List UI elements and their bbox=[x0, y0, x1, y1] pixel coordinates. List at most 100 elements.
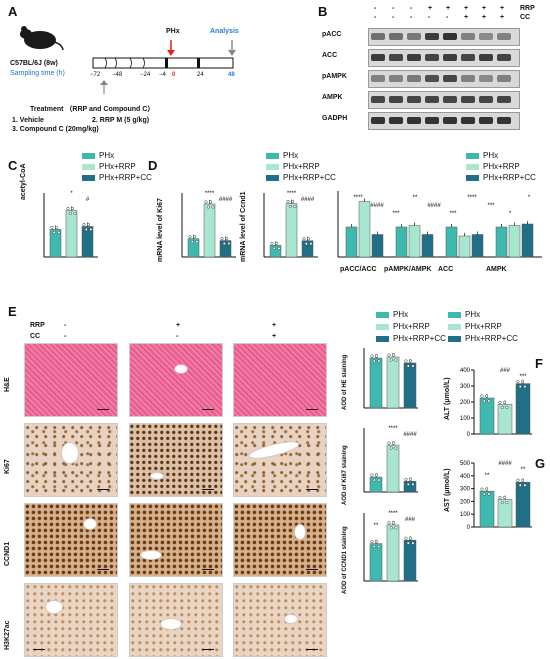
e-rrp-label: RRP bbox=[30, 322, 45, 329]
data-point bbox=[375, 354, 379, 358]
e-cc-label: CC bbox=[30, 333, 41, 340]
bar bbox=[408, 225, 421, 258]
scale-bar bbox=[33, 648, 45, 650]
legend-phx: PHx bbox=[99, 151, 115, 160]
data-point bbox=[516, 478, 520, 482]
data-point bbox=[518, 483, 522, 487]
blot-band bbox=[461, 96, 475, 103]
scale-bar bbox=[97, 568, 109, 570]
data-point bbox=[309, 242, 313, 246]
chart-ccnd1-mrna: **** #### bbox=[263, 191, 318, 258]
blot-band-label: ACC bbox=[322, 52, 338, 59]
legend-fg: PHx PHx+RRP PHx+RRP+CC bbox=[448, 309, 518, 345]
data-point bbox=[190, 240, 194, 244]
panel-a-label: A bbox=[8, 4, 18, 19]
data-point bbox=[84, 227, 88, 232]
tick: 48 bbox=[228, 72, 235, 78]
row-label-he: H&E bbox=[4, 377, 11, 392]
data-point bbox=[206, 205, 210, 209]
significance-mark: * bbox=[509, 211, 512, 217]
data-point bbox=[293, 204, 297, 209]
data-point bbox=[406, 541, 410, 545]
data-point bbox=[480, 394, 484, 398]
significance-mark: ** bbox=[374, 523, 379, 529]
data-point bbox=[193, 235, 197, 239]
data-point bbox=[387, 521, 391, 525]
y-tick-label: 200 bbox=[460, 499, 471, 505]
treatment-label: Treatment （RRP and Compound C） bbox=[30, 106, 155, 113]
blot-band bbox=[371, 54, 385, 61]
data-point bbox=[220, 236, 224, 241]
sampling-time-label: Sampling time (h) bbox=[10, 70, 65, 77]
mouse-icon bbox=[20, 26, 64, 51]
data-point bbox=[394, 526, 398, 530]
data-point bbox=[55, 225, 59, 229]
bar bbox=[458, 235, 471, 258]
bar bbox=[497, 404, 513, 435]
data-point bbox=[411, 364, 415, 368]
significance-mark: **** bbox=[205, 191, 215, 197]
blot-band bbox=[407, 75, 421, 82]
data-point bbox=[480, 487, 484, 491]
treatment-arrow bbox=[100, 80, 108, 94]
phx-label: PHx bbox=[166, 28, 180, 35]
legend-rrp-cc: PHx+RRP+CC bbox=[465, 334, 518, 343]
chart-ki67-mrna: **** #### bbox=[181, 191, 236, 258]
significance-mark: **** bbox=[388, 426, 398, 432]
panel-g-label: G bbox=[535, 456, 546, 471]
data-point bbox=[372, 545, 376, 549]
blot-cc-sign: + bbox=[464, 14, 469, 21]
significance-mark: *** bbox=[519, 374, 527, 380]
blot-rrp-sign: + bbox=[464, 5, 469, 12]
rrp-dose-label: 2. RRP M (5 g/kg) bbox=[92, 117, 150, 124]
legend-swatch-phx bbox=[266, 152, 279, 159]
legend-c: PHx PHx+RRP PHx+RRP+CC bbox=[82, 150, 152, 183]
scale-bar bbox=[97, 488, 109, 490]
e-sign: + bbox=[272, 322, 277, 329]
y-tick-label: 100 bbox=[460, 512, 471, 518]
data-point bbox=[523, 483, 527, 487]
blot-band bbox=[389, 54, 403, 61]
data-point bbox=[404, 477, 408, 481]
data-point bbox=[291, 199, 295, 204]
data-point bbox=[389, 446, 393, 450]
significance-mark: **** bbox=[388, 511, 398, 517]
significance-mark: **** bbox=[353, 195, 363, 201]
bar bbox=[386, 444, 400, 493]
bar bbox=[369, 543, 383, 582]
data-point bbox=[89, 227, 93, 232]
data-point bbox=[82, 222, 86, 227]
data-point bbox=[498, 400, 502, 404]
timeline bbox=[92, 40, 236, 69]
legend-rrp: PHx+RRP bbox=[283, 162, 320, 171]
legend-rrp: PHx+RRP bbox=[99, 162, 136, 171]
blot-band bbox=[425, 75, 439, 82]
legend-rrp: PHx+RRP bbox=[465, 322, 502, 331]
blot-band bbox=[479, 54, 493, 61]
panel-e-label: E bbox=[8, 304, 17, 319]
blot-rrp-sign: + bbox=[500, 5, 505, 12]
data-point bbox=[204, 200, 208, 204]
blot-band bbox=[479, 96, 493, 103]
scale-bar bbox=[202, 648, 214, 650]
legend-rrp-cc: PHx+RRP+CC bbox=[99, 173, 152, 182]
significance-mark: ### bbox=[500, 368, 511, 374]
panel-f-label: F bbox=[535, 356, 543, 371]
bar bbox=[479, 397, 495, 435]
y-tick-label: 400 bbox=[460, 474, 471, 480]
data-point bbox=[516, 380, 520, 384]
significance-mark: #### bbox=[403, 432, 417, 438]
analysis-label: Analysis bbox=[210, 28, 239, 35]
vessel bbox=[247, 437, 301, 463]
bar bbox=[515, 481, 531, 528]
aod-ccnd1-ylabel: AOD of CCND1 staining bbox=[342, 526, 348, 594]
ast-ylabel: AST (μmol/L) bbox=[444, 468, 451, 512]
data-point bbox=[370, 540, 374, 544]
legend-phx: PHx bbox=[393, 310, 409, 319]
blot-band bbox=[497, 75, 511, 82]
data-point bbox=[392, 441, 396, 445]
data-point bbox=[389, 358, 393, 362]
tick: −72 bbox=[90, 72, 101, 78]
data-point bbox=[71, 206, 75, 211]
